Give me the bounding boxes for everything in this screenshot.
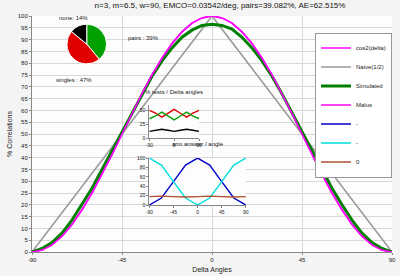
svg-text:25: 25 [21,190,28,196]
svg-text:45: 45 [299,257,306,263]
svg-text:60: 60 [21,108,28,114]
svg-text:-45: -45 [118,257,127,263]
svg-text:80: 80 [21,60,28,66]
svg-text:-: - [356,121,358,127]
svg-text:40: 40 [140,183,146,189]
svg-text:n=3, m=6.5, w=90, EMCO=0.03542: n=3, m=6.5, w=90, EMCO=0.03542/deg, pair… [95,1,346,10]
svg-text:90: 90 [389,257,396,263]
svg-text:15: 15 [21,214,28,220]
svg-text:60: 60 [140,174,146,180]
svg-text:65: 65 [21,96,28,102]
svg-text:5: 5 [24,237,28,243]
svg-text:40: 40 [21,155,28,161]
svg-text:85: 85 [21,49,28,55]
svg-text:75: 75 [21,72,28,78]
svg-text:80: 80 [140,164,146,170]
svg-text:0: 0 [356,159,360,165]
svg-text:10: 10 [21,226,28,232]
svg-text:Naive(1/2): Naive(1/2) [356,64,384,70]
svg-text:0: 0 [24,249,28,255]
svg-text:0: 0 [196,209,199,215]
svg-text:35: 35 [21,167,28,173]
svg-text:0: 0 [173,142,176,148]
svg-text:55: 55 [21,119,28,125]
svg-text:Simulated: Simulated [356,83,383,89]
svg-text:arm answer / angle: arm answer / angle [172,141,224,147]
svg-text:Delta Angles: Delta Angles [192,266,232,274]
svg-text:100: 100 [137,155,146,161]
svg-text:100: 100 [18,13,29,19]
svg-text:90: 90 [196,142,202,148]
svg-text:70: 70 [21,84,28,90]
svg-text:20: 20 [140,192,146,198]
svg-text:45: 45 [219,209,225,215]
svg-text:-90: -90 [28,257,37,263]
svg-text:cos2(delta): cos2(delta) [356,45,386,51]
svg-text:none: 14%: none: 14% [59,15,88,21]
svg-text:singles : 47%: singles : 47% [56,77,92,83]
svg-text:25: 25 [140,121,146,127]
svg-text:-45: -45 [170,209,177,215]
svg-text:-: - [356,140,358,146]
svg-text:90: 90 [21,37,28,43]
svg-text:% tests / Delta angles: % tests / Delta angles [145,89,203,95]
svg-text:95: 95 [21,25,28,31]
svg-text:-90: -90 [146,142,153,148]
svg-text:Malus: Malus [356,102,372,108]
svg-text:50: 50 [21,131,28,137]
svg-text:45: 45 [21,143,28,149]
svg-text:% Correlations: % Correlations [6,111,13,157]
svg-text:30: 30 [21,178,28,184]
svg-text:0: 0 [210,257,214,263]
svg-text:-90: -90 [146,209,153,215]
svg-text:0: 0 [143,202,146,208]
svg-text:0: 0 [143,135,146,141]
svg-text:90: 90 [243,209,249,215]
svg-text:20: 20 [21,202,28,208]
svg-text:pairs : 39%: pairs : 39% [128,35,159,41]
svg-text:50: 50 [140,107,146,113]
